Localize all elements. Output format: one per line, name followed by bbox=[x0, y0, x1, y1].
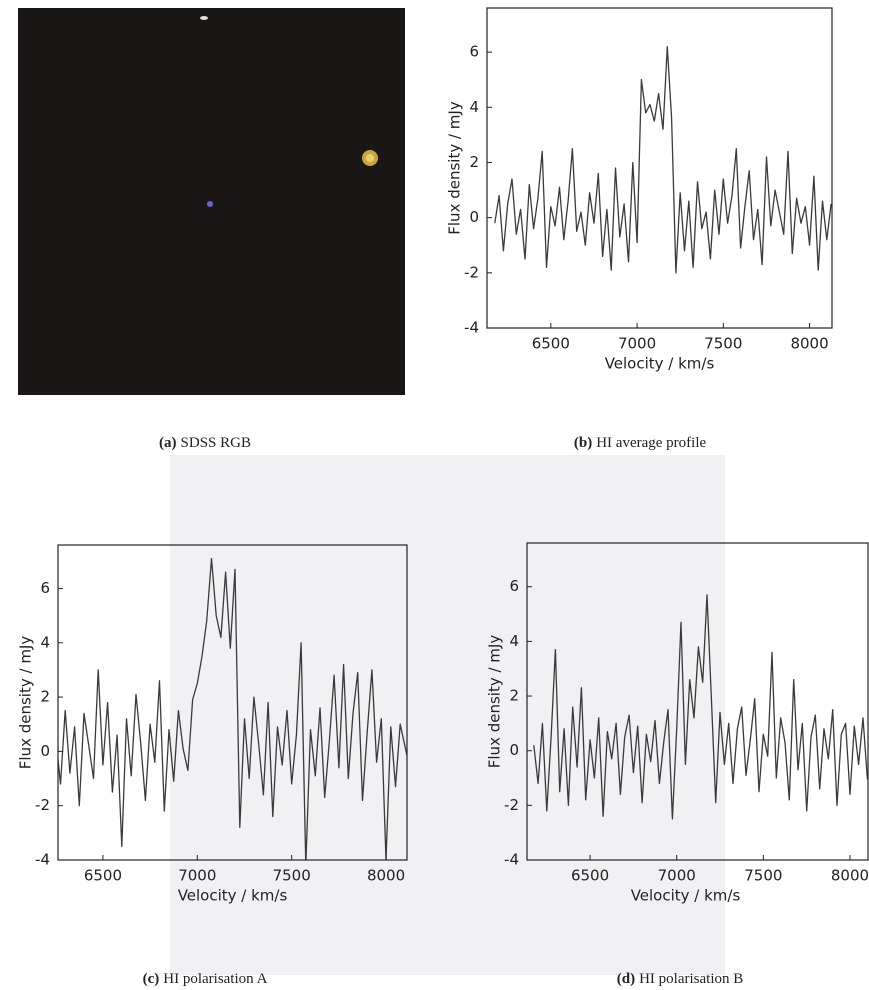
x-tick-label: 8000 bbox=[831, 867, 869, 885]
scan-shade bbox=[170, 455, 725, 975]
x-tick-label: 7000 bbox=[618, 335, 656, 353]
y-axis-label: Flux density / mJy bbox=[17, 636, 35, 770]
x-tick-label: 8000 bbox=[790, 335, 828, 353]
x-tick-label: 6500 bbox=[571, 867, 609, 885]
x-tick-label: 7000 bbox=[658, 867, 696, 885]
y-axis-label: Flux density / mJy bbox=[486, 635, 504, 769]
caption-label: (c) bbox=[143, 971, 160, 987]
y-tick-label: 2 bbox=[469, 153, 479, 171]
y-tick-label: 6 bbox=[469, 43, 479, 61]
y-tick-label: 0 bbox=[469, 208, 479, 226]
x-tick-label: 7500 bbox=[704, 335, 742, 353]
caption-text: HI polarisation B bbox=[639, 971, 743, 987]
plot-area bbox=[494, 45, 832, 274]
y-axis-label: Flux density / mJy bbox=[446, 101, 464, 235]
y-tick-label: -4 bbox=[464, 319, 479, 337]
x-axis-label: Velocity / km/s bbox=[631, 887, 741, 905]
y-tick-label: 0 bbox=[509, 741, 519, 759]
caption: (a) SDSS RGB bbox=[159, 435, 251, 451]
line-series bbox=[494, 45, 832, 274]
y-tick-label: 2 bbox=[40, 688, 50, 706]
y-tick-label: 6 bbox=[40, 579, 50, 597]
x-tick-label: 6500 bbox=[532, 335, 570, 353]
image-source bbox=[207, 201, 213, 207]
y-tick-label: 4 bbox=[469, 98, 479, 116]
image-source bbox=[366, 154, 374, 162]
plot-area bbox=[533, 594, 868, 820]
axes-frame bbox=[486, 7, 833, 329]
x-axis-label: Velocity / km/s bbox=[178, 887, 288, 905]
caption-text: HI average profile bbox=[596, 435, 706, 451]
caption-label: (a) bbox=[159, 435, 177, 451]
x-tick-label: 7500 bbox=[273, 867, 311, 885]
caption: (c) HI polarisation A bbox=[143, 971, 268, 987]
x-tick-label: 6500 bbox=[84, 867, 122, 885]
y-tick-label: 6 bbox=[509, 577, 519, 595]
y-tick-label: -4 bbox=[35, 851, 50, 869]
axes-frame bbox=[526, 542, 869, 861]
sdss-image bbox=[18, 8, 405, 395]
y-tick-label: 0 bbox=[40, 742, 50, 760]
line-series bbox=[533, 594, 868, 820]
x-axis-label: Velocity / km/s bbox=[605, 355, 715, 373]
y-tick-label: -2 bbox=[504, 796, 519, 814]
caption-text: HI polarisation A bbox=[163, 971, 267, 987]
caption: (b) HI average profile bbox=[574, 435, 707, 451]
y-tick-label: 2 bbox=[509, 687, 519, 705]
caption-label: (b) bbox=[574, 435, 592, 451]
y-tick-label: 4 bbox=[40, 633, 50, 651]
y-tick-label: -2 bbox=[464, 263, 479, 281]
caption: (d) HI polarisation B bbox=[617, 971, 744, 987]
caption-label: (d) bbox=[617, 971, 635, 987]
y-tick-label: 4 bbox=[509, 632, 519, 650]
line-series bbox=[58, 557, 407, 860]
x-tick-label: 7000 bbox=[178, 867, 216, 885]
y-tick-label: -2 bbox=[35, 796, 50, 814]
y-tick-label: -4 bbox=[504, 851, 519, 869]
image-source bbox=[200, 16, 208, 20]
x-tick-label: 8000 bbox=[367, 867, 405, 885]
x-tick-label: 7500 bbox=[744, 867, 782, 885]
axes-frame bbox=[57, 544, 408, 861]
plot-area bbox=[58, 557, 407, 860]
caption-text: SDSS RGB bbox=[181, 435, 251, 451]
